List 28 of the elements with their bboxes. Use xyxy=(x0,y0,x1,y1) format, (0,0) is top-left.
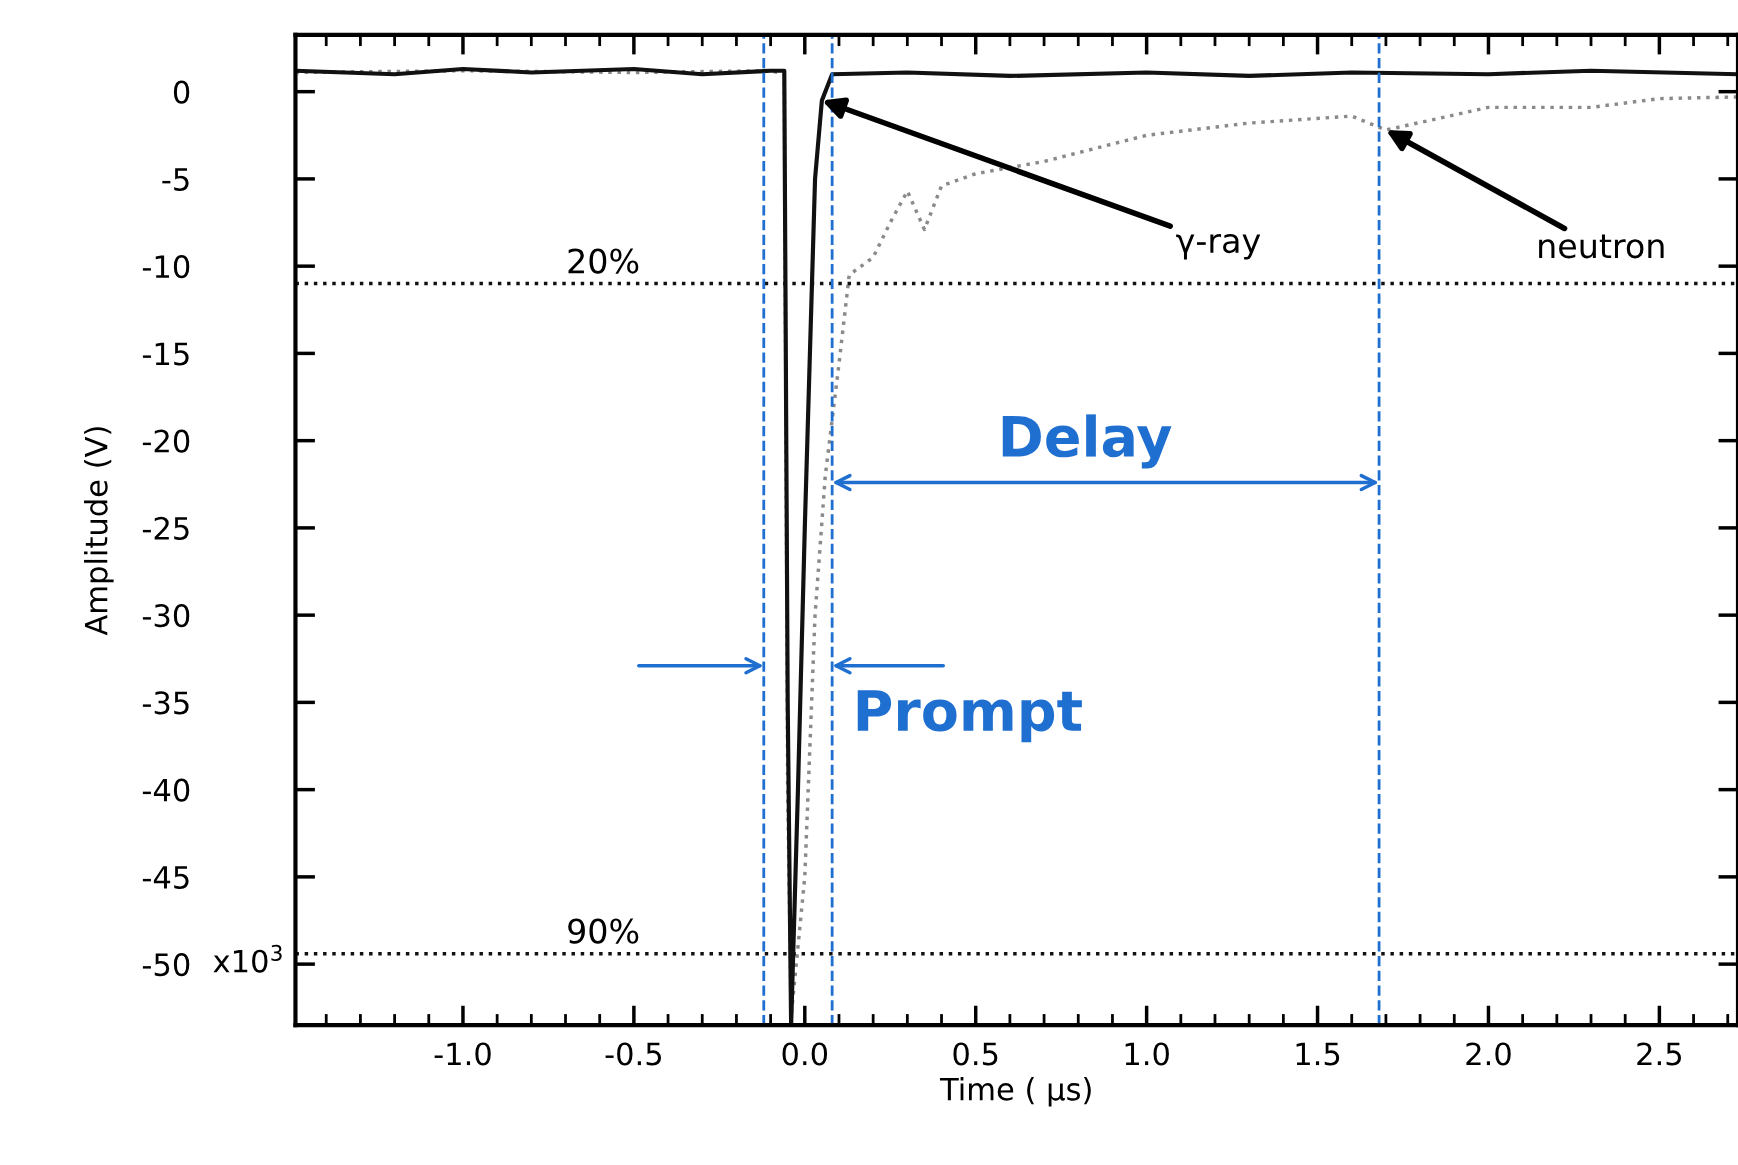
x-tick-label: 2.0 xyxy=(1466,1042,1511,1066)
x-axis-title: Time ( µs) xyxy=(939,1076,1091,1107)
text: x10$^{3}$ xyxy=(213,944,282,973)
annotation: Delay xyxy=(1002,414,1172,469)
y-tick-label: -50 xyxy=(142,953,190,977)
x-tick-label: 2.5 xyxy=(1637,1042,1682,1066)
y-tick-label: -40 xyxy=(142,778,190,802)
annotation: Prompt xyxy=(857,690,1082,743)
y-tick-label: -30 xyxy=(142,604,190,628)
y-tick-label: -5 xyxy=(162,168,189,191)
y-tick-label: -15 xyxy=(142,342,189,366)
x-tick-label: -0.5 xyxy=(605,1042,662,1066)
y-tick-label: -25 xyxy=(142,516,189,540)
x-tick-label: 1.0 xyxy=(1125,1042,1169,1066)
y-tick-label: -10 xyxy=(142,255,190,279)
annotation: γ-ray xyxy=(1176,234,1261,260)
y-axis-title: Amplitude (V) xyxy=(84,427,114,636)
y-tick-label: -35 xyxy=(142,691,189,715)
annotation: 20% xyxy=(568,248,639,274)
y-tick-label: 0 xyxy=(173,80,190,104)
x-tick-label: -1.0 xyxy=(434,1042,491,1066)
y-tick-label: -45 xyxy=(142,866,189,889)
x-tick-label: 0.0 xyxy=(782,1042,828,1066)
annotation: 90% xyxy=(568,918,639,944)
x-tick-label: 1.5 xyxy=(1296,1042,1340,1066)
x-tick-label: 0.5 xyxy=(953,1042,998,1066)
y-tick-label: -20 xyxy=(142,429,190,453)
annotation: neutron xyxy=(1539,234,1664,259)
